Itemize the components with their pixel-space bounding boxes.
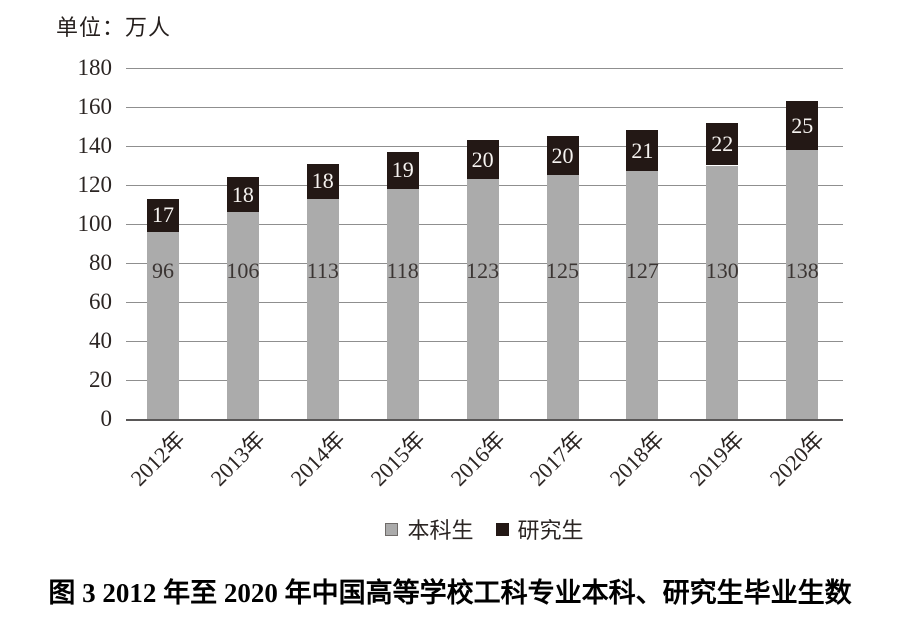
y-tick-label: 0 [100,406,113,431]
bar-grad-segment: 18 [226,177,259,213]
x-tick-label: 2018年 [605,426,670,491]
grad-value-label: 22 [711,131,734,157]
bar-undergrad-segment: 127 [625,171,659,419]
undergrad-value-label: 96 [152,257,174,283]
bar-undergrad-segment: 138 [785,149,819,419]
bar-undergrad-segment: 118 [386,188,419,419]
unit-label: 单位：万人 [56,15,172,40]
undergrad-value-label: 113 [306,257,339,283]
bar-grad-segment: 21 [626,130,659,172]
bar-grad-segment: 17 [147,198,179,232]
legend-swatch-grad [495,522,509,536]
y-tick-label: 120 [77,172,113,197]
bar-undergrad-segment: 96 [147,231,179,419]
figure-caption: 图 3 2012 年至 2020 年中国高等学校工科专业本科、研究生毕业生数 [48,578,852,608]
y-tick-label: 20 [89,367,112,392]
x-tick-label: 2014年 [285,426,350,491]
y-tick-label: 80 [89,250,112,275]
y-tick-label: 180 [77,55,113,80]
x-tick-label: 2020年 [764,426,830,491]
x-tick-label: 2017年 [525,426,590,491]
bar-grad-segment: 18 [306,163,339,199]
y-tick-label: 140 [77,133,113,158]
bar-grad-segment: 20 [546,136,579,176]
legend-label: 研究生 [517,518,584,543]
grad-value-label: 18 [311,168,334,194]
undergrad-value-label: 123 [466,257,500,283]
grad-value-label: 25 [791,112,814,138]
grad-value-label: 18 [231,181,254,207]
grad-value-label: 20 [551,142,574,168]
bar-undergrad-segment: 123 [466,179,500,419]
grad-value-label: 21 [631,137,654,163]
undergrad-value-label: 106 [226,257,260,283]
bar-grad-segment: 20 [466,140,499,180]
x-tick-label: 2012年 [125,426,190,491]
grad-value-label: 17 [152,202,174,228]
undergrad-value-label: 130 [705,258,739,283]
undergrad-value-label: 125 [546,258,579,283]
y-tick-label: 160 [77,94,113,119]
bar-undergrad-segment: 125 [546,175,579,419]
bar-grad-segment: 25 [786,101,819,150]
y-tick-label: 100 [77,211,113,236]
legend: 本科生 研究生 [126,513,843,545]
x-tick-label: 2019年 [684,426,750,491]
grad-value-label: 20 [471,146,494,172]
y-gridline [126,107,843,108]
bar-grad-segment: 22 [706,122,739,166]
bar-undergrad-segment: 106 [226,212,260,419]
legend-item: 本科生 [385,513,474,545]
bar-grad-segment: 19 [386,151,419,189]
y-tick-label: 60 [89,289,112,314]
x-tick-label: 2016年 [445,426,510,491]
bar-undergrad-segment: 130 [705,165,739,419]
y-gridline [126,68,843,69]
bar-undergrad-segment: 113 [306,198,339,419]
x-tick-label: 2013年 [205,426,270,491]
undergrad-value-label: 127 [625,257,659,283]
x-axis-line [126,419,843,421]
undergrad-value-label: 118 [386,257,419,283]
x-tick-label: 2015年 [365,426,430,491]
y-tick-label: 40 [89,328,112,353]
legend-swatch-undergrad [385,522,399,536]
legend-label: 本科生 [407,518,474,543]
grad-value-label: 19 [391,157,414,183]
legend-item: 研究生 [495,513,584,545]
undergrad-value-label: 138 [785,257,819,283]
